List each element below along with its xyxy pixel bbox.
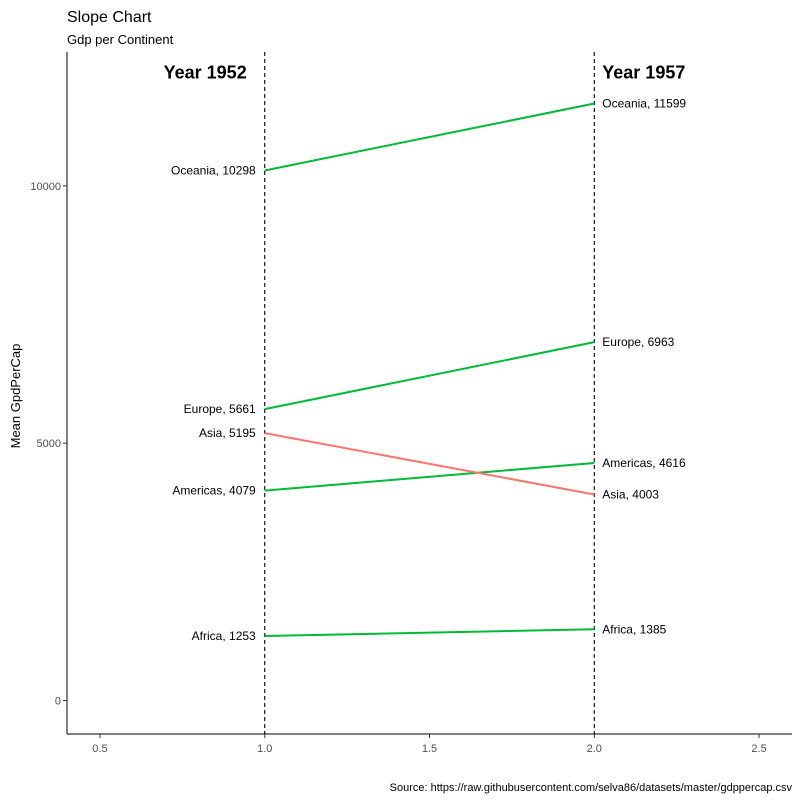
right-label-oceania: Oceania, 11599	[602, 97, 686, 111]
x-tick-label: 1.0	[257, 743, 272, 755]
left-label-americas: Americas, 4079	[172, 484, 256, 498]
right-label-americas: Americas, 4616	[602, 456, 686, 470]
x-tick-label: 2.5	[751, 743, 766, 755]
y-tick-label: 5000	[37, 438, 61, 450]
year-label-right: Year 1957	[602, 63, 685, 83]
series-line-americas	[264, 461, 595, 492]
x-tick-label: 1.5	[422, 743, 437, 755]
left-label-europe: Europe, 5661	[184, 402, 256, 416]
x-tick-label: 2.0	[587, 743, 602, 755]
right-label-europe: Europe, 6963	[602, 335, 674, 349]
series-line-oceania	[264, 102, 595, 172]
series-line-asia	[264, 432, 595, 496]
y-axis-label: Mean GpdPerCap	[8, 344, 23, 449]
plot-area: 0 5000 10000 0.5 1.0 1.5 2.0 2.5 Year 1952 Year 1…	[30, 52, 792, 755]
series-line-europe	[264, 341, 595, 411]
source-caption: Source: https://raw.githubusercontent.co…	[390, 782, 793, 794]
left-label-asia: Asia, 5195	[199, 426, 256, 440]
right-label-africa: Africa, 1385	[602, 622, 666, 636]
y-tick-label: 0	[55, 696, 61, 708]
right-label-asia: Asia, 4003	[602, 488, 659, 502]
chart-subtitle: Gdp per Continent	[67, 32, 174, 47]
y-tick-label: 10000	[30, 181, 61, 193]
chart-title: Slope Chart	[67, 9, 152, 26]
series-line-africa	[264, 628, 595, 638]
year-label-left: Year 1952	[164, 63, 247, 83]
left-label-oceania: Oceania, 10298	[171, 163, 256, 177]
x-tick-label: 0.5	[92, 743, 107, 755]
left-label-africa: Africa, 1253	[192, 629, 256, 643]
